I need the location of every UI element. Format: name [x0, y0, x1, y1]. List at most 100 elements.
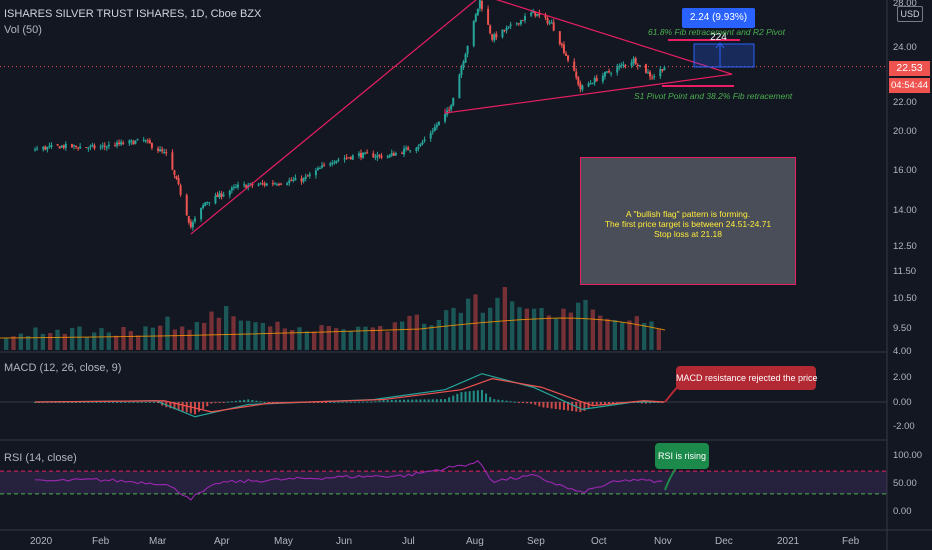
candle-body: [93, 145, 96, 149]
fib-lower-annotation[interactable]: S1 Pivot Point and 38.2% Fib retracement: [634, 91, 793, 101]
candle-body: [132, 141, 135, 145]
candle-body: [530, 12, 533, 16]
volume-bar: [224, 306, 229, 350]
candle-body: [136, 139, 139, 141]
candle-body: [647, 72, 649, 74]
currency-badge[interactable]: USD: [897, 6, 923, 22]
candle-body: [331, 162, 334, 164]
macd-histogram-bar: [640, 402, 643, 404]
price-tick-label: 4.00: [893, 346, 912, 357]
candle-body: [308, 174, 311, 177]
macd-histogram-bar: [644, 402, 647, 404]
candle-body: [357, 153, 360, 156]
candle-body: [99, 146, 102, 148]
price-range-measure-label[interactable]: 2.24 (9.93%) 224: [682, 8, 755, 43]
candle-body: [450, 105, 453, 110]
macd-histogram-bar: [509, 401, 512, 403]
macd-histogram-bar: [111, 401, 114, 403]
volume-bar: [620, 322, 625, 350]
candle-body: [601, 75, 604, 82]
candle-body: [448, 109, 451, 111]
note-line-pattern: A "bullish flag" pattern is forming.: [625, 209, 751, 219]
candle-body: [517, 23, 520, 25]
candle-body: [466, 46, 469, 54]
volume-bar: [143, 326, 148, 350]
volume-bar: [202, 322, 207, 350]
volume-bar: [4, 337, 9, 350]
macd-histogram-bar: [386, 399, 389, 402]
volume-bar: [656, 329, 661, 350]
macd-histogram-bar: [87, 401, 90, 403]
time-tick-label: 2021: [777, 536, 800, 547]
macd-histogram-bar: [431, 399, 434, 402]
macd-histogram-bar: [599, 402, 602, 405]
macd-histogram-bar: [398, 399, 401, 402]
candle-body: [343, 158, 346, 160]
volume-bar: [121, 326, 126, 350]
time-tick-label: Jun: [336, 536, 353, 547]
macd-histogram-bar: [214, 402, 217, 404]
candle-body: [548, 22, 551, 24]
macd-histogram-bar: [120, 401, 123, 403]
candle-body: [509, 24, 512, 26]
candle-body: [364, 152, 367, 154]
macd-callout[interactable]: MACD resistance rejected the price: [676, 366, 818, 390]
candle-body: [228, 190, 231, 196]
candle-body: [507, 26, 510, 28]
candle-body: [103, 145, 106, 147]
volume-bar: [114, 335, 119, 350]
macd-histogram-bar: [550, 402, 553, 409]
volume-bar: [297, 327, 302, 350]
macd-histogram-bar: [152, 401, 155, 403]
candle-body: [319, 167, 321, 169]
candle-body: [624, 64, 627, 66]
macd-histogram-bar: [472, 390, 475, 402]
price-tick-label: 24.00: [893, 42, 917, 53]
candle-body: [206, 202, 209, 204]
candle-body: [89, 145, 92, 148]
candle-body: [73, 145, 75, 147]
candle-body: [493, 34, 496, 41]
macd-histogram-bar: [505, 400, 508, 402]
candle-body: [575, 71, 578, 78]
candle-body: [573, 61, 576, 71]
candle-body: [431, 131, 434, 133]
candle-body: [487, 8, 490, 25]
candle-body: [376, 155, 379, 158]
candle-body: [101, 145, 104, 147]
candle-body: [173, 170, 176, 175]
volume-bar: [187, 329, 192, 350]
macd-histogram-bar: [517, 402, 520, 403]
macd-histogram-bar: [526, 402, 529, 404]
macd-histogram-bar: [435, 399, 438, 402]
candle-body: [116, 142, 119, 146]
chart-title: ISHARES SILVER TRUST ISHARES, 1D, Cboe B…: [4, 8, 262, 20]
macd-histogram-bar: [567, 402, 570, 411]
candle-body: [653, 75, 656, 78]
macd-histogram-bar: [448, 397, 451, 402]
volume-bar: [642, 323, 647, 350]
price-tick-label: 22.00: [893, 97, 917, 108]
volume-bar: [48, 333, 53, 350]
note-line-stop: Stop loss at 21.18: [653, 229, 723, 239]
volume-bar: [180, 326, 185, 350]
macd-histogram-bar: [534, 402, 537, 405]
candle-body: [243, 184, 246, 186]
candle-body: [273, 183, 276, 185]
time-tick-label: Aug: [466, 536, 484, 547]
bullish-flag-note-box[interactable]: A "bullish flag" pattern is forming. The…: [580, 157, 796, 285]
candle-body: [419, 143, 422, 146]
candle-body: [501, 29, 504, 38]
macd-histogram-bar: [333, 401, 336, 403]
candle-body: [70, 144, 73, 148]
volume-bar: [62, 333, 67, 350]
candle-body: [616, 67, 619, 73]
fib-upper-annotation[interactable]: 61.8% Fib retracement and R2 Pivot: [648, 27, 786, 37]
volume-bar: [282, 328, 287, 350]
macd-histogram-bar: [612, 402, 615, 404]
candle-body: [378, 154, 381, 156]
volume-bar: [231, 316, 236, 350]
candle-body: [323, 164, 326, 166]
rsi-callout[interactable]: RSI is rising: [655, 443, 709, 469]
price-tick-label: 20.00: [893, 126, 917, 137]
